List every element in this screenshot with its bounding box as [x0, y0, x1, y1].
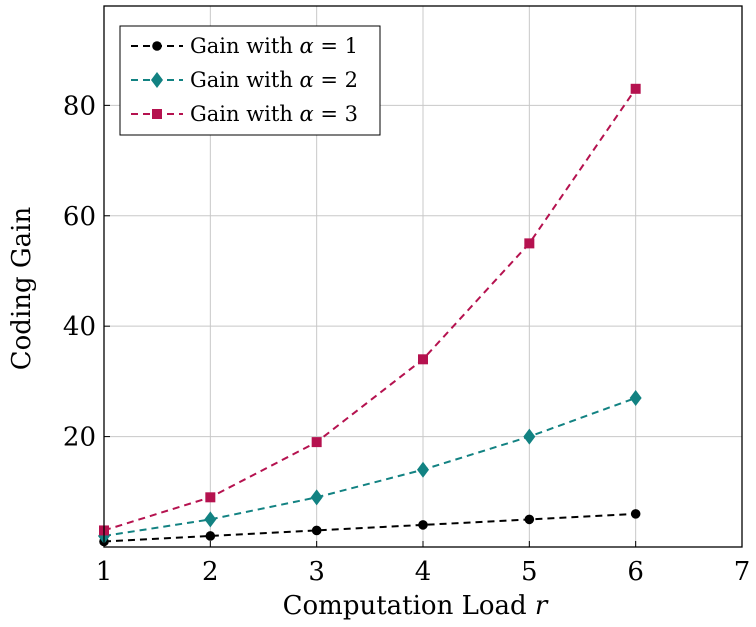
y-axis-title: Coding Gain	[7, 207, 37, 371]
x-axis-ticks: 1 2 3 4 5 6 7	[96, 541, 751, 587]
x-axis-title: Computation Load r	[283, 591, 549, 621]
x-tick-label: 1	[96, 557, 113, 587]
y-tick-label: 60	[63, 202, 96, 232]
data-point	[310, 489, 323, 506]
y-tick-label: 80	[63, 91, 96, 121]
data-point	[311, 437, 322, 448]
legend-label: Gain with α = 3	[190, 102, 358, 126]
x-tick-label: 2	[202, 557, 219, 587]
series-2	[98, 389, 642, 544]
legend: Gain with α = 1 Gain with α = 2 Gain with …	[119, 25, 381, 136]
x-tick-label: 3	[308, 557, 325, 587]
legend-entry: Gain with α = 1	[131, 34, 358, 58]
data-point	[417, 461, 429, 478]
data-point	[311, 525, 322, 536]
legend-label: Gain with α = 1	[190, 34, 358, 58]
data-point	[418, 354, 428, 365]
series-1	[99, 509, 641, 547]
y-tick-label: 40	[63, 312, 96, 342]
legend-marker	[152, 41, 162, 51]
data-point	[205, 492, 216, 503]
legend-label: Gain with α = 2	[190, 68, 358, 92]
legend-marker	[151, 72, 163, 88]
data-point	[523, 428, 536, 445]
series-line	[103, 397, 637, 537]
data-point	[205, 531, 216, 541]
x-tick-label: 6	[627, 557, 644, 587]
legend-box	[119, 25, 381, 136]
legend-entry: Gain with α = 2	[131, 68, 358, 92]
data-point	[204, 511, 217, 528]
data-point	[418, 520, 428, 530]
x-tick-label: 4	[415, 557, 432, 587]
series-3	[99, 83, 641, 536]
data-point	[630, 83, 641, 94]
series-line	[103, 512, 636, 543]
series-line	[103, 88, 637, 532]
data-point	[629, 389, 642, 406]
y-axis-ticks: 20 40 60 80	[63, 91, 110, 453]
y-tick-label: 20	[63, 423, 96, 453]
x-tick-label: 7	[734, 557, 751, 587]
series-layer	[98, 83, 642, 547]
data-point	[524, 238, 535, 249]
legend-entry: Gain with α = 3	[131, 102, 358, 126]
data-point	[524, 514, 535, 525]
x-tick-label: 5	[521, 557, 538, 587]
data-point	[630, 509, 641, 519]
legend-marker	[152, 109, 162, 119]
